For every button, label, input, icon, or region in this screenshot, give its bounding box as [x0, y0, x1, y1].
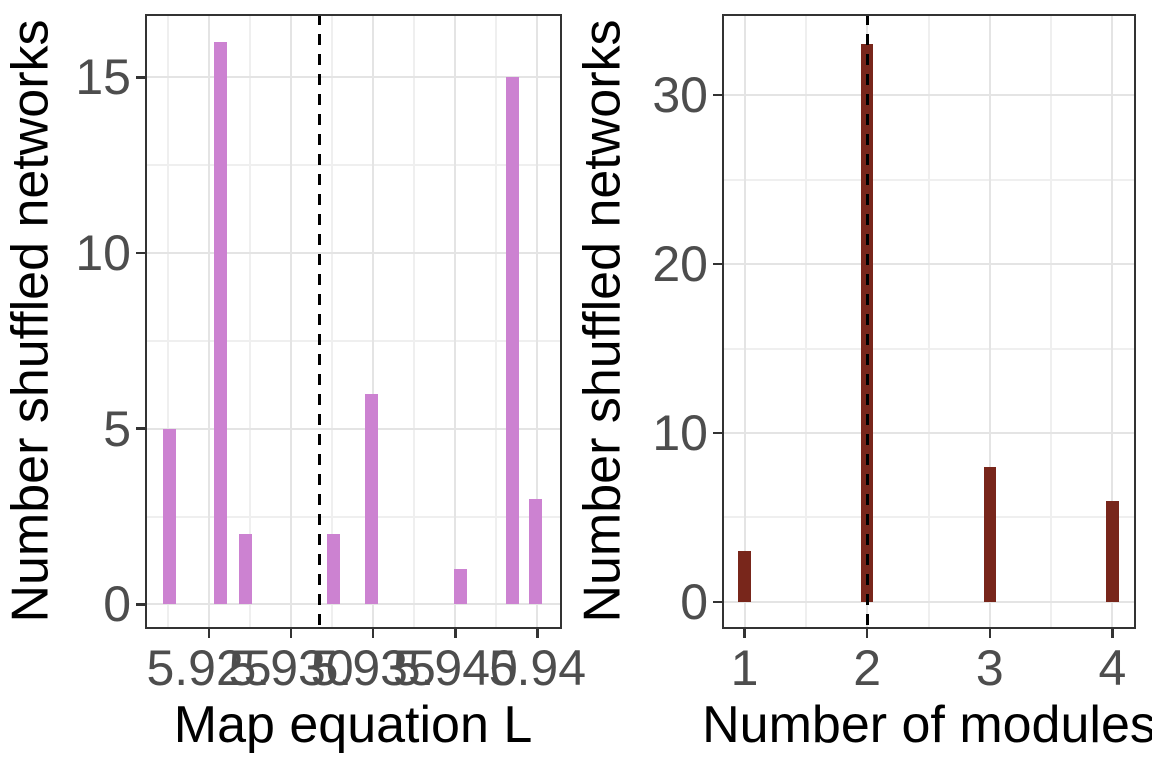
gridline-minor [495, 14, 498, 629]
gridline-minor [145, 515, 562, 518]
gridline-minor [927, 14, 930, 629]
y-tick-label: 0 [680, 573, 708, 630]
x-tick-mark [371, 629, 375, 638]
gridline-minor [145, 339, 562, 342]
gridline-major [722, 94, 1136, 97]
y-tick-label: 10 [652, 405, 708, 461]
y-tick-label: 15 [75, 49, 131, 106]
y-axis-title-left: Number shuffled networks [1, 19, 60, 623]
y-tick-mark [713, 431, 722, 435]
y-tick-mark [136, 251, 145, 255]
gridline-minor [145, 164, 562, 167]
gridline-major [145, 76, 562, 79]
gridline-major [145, 427, 562, 430]
gridline-major [290, 14, 293, 629]
x-axis-title-right: Number of modules [702, 696, 1152, 754]
x-tick-label: 2 [853, 640, 882, 696]
histogram-bar [213, 42, 228, 605]
gridline-major [208, 14, 211, 629]
x-tick-mark [289, 629, 293, 638]
x-tick-mark [865, 629, 869, 638]
histogram-bar [364, 393, 379, 605]
gridline-minor [166, 14, 169, 629]
right-histogram-panel [722, 14, 1136, 629]
x-tick-label: 5.94 [488, 640, 587, 696]
x-tick-mark [988, 629, 992, 638]
gridline-major [1111, 14, 1114, 629]
y-tick-label: 30 [652, 67, 708, 124]
gridline-major [145, 251, 562, 254]
histogram-bar [163, 428, 177, 605]
y-tick-label: 5 [103, 400, 131, 457]
histogram-bar [453, 569, 467, 605]
left-histogram-panel [145, 14, 562, 629]
gridline-minor [331, 14, 334, 629]
x-tick-mark [536, 629, 539, 638]
y-tick-mark [713, 600, 722, 604]
gridline-major [722, 432, 1136, 434]
y-tick-label: 0 [103, 576, 131, 633]
gridline-minor [413, 14, 416, 629]
histogram-bar [327, 534, 341, 605]
gridline-major [454, 14, 457, 629]
histogram-bar [529, 498, 543, 605]
histogram-bar [238, 534, 252, 605]
y-tick-mark [136, 603, 145, 606]
x-tick-mark [1111, 629, 1114, 638]
y-tick-label: 20 [652, 236, 708, 293]
gridline-major [743, 14, 746, 629]
y-tick-mark [713, 93, 722, 97]
gridline-major [372, 14, 375, 629]
gridline-major [988, 14, 991, 629]
x-tick-label: 5.925 [146, 640, 272, 696]
histogram-bar [738, 551, 751, 602]
histogram-bar [1106, 500, 1119, 602]
x-tick-label: 5.935 [310, 640, 436, 696]
x-tick-mark [743, 629, 746, 638]
x-tick-label: 5.930 [228, 640, 354, 696]
gridline-minor [249, 14, 252, 629]
gridline-minor [804, 14, 807, 629]
histogram-bar [506, 77, 520, 605]
x-tick-mark [454, 629, 457, 638]
x-axis-title-left: Map equation L [173, 696, 533, 754]
y-tick-label: 10 [75, 224, 131, 281]
reference-vline [317, 14, 321, 629]
gridline-major [722, 263, 1136, 266]
x-tick-label: 4 [1098, 640, 1127, 696]
gridline-major [145, 603, 562, 606]
histogram-bar [983, 466, 996, 602]
x-tick-mark [207, 629, 211, 638]
x-tick-label: 3 [975, 640, 1004, 696]
gridline-major [536, 14, 539, 629]
gridline-minor [1050, 14, 1053, 629]
x-tick-label: 5.940 [392, 640, 518, 696]
y-tick-mark [136, 427, 145, 430]
y-tick-mark [713, 262, 722, 266]
x-tick-label: 1 [730, 640, 759, 696]
reference-vline [865, 14, 869, 629]
y-tick-mark [136, 76, 145, 79]
gridline-major [722, 600, 1136, 603]
